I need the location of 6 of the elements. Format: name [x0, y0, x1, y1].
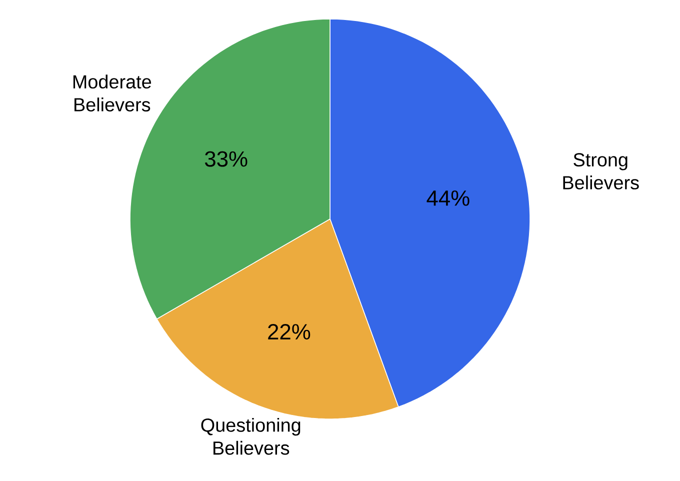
- slice-label: Strong Believers: [563, 153, 639, 190]
- slice-label: Questioning Believers: [201, 418, 300, 455]
- data-label: 22%: [268, 324, 310, 340]
- data-label: 33%: [204, 151, 248, 167]
- slice-label: Moderate Believers: [73, 74, 152, 112]
- data-label: 44%: [426, 190, 470, 206]
